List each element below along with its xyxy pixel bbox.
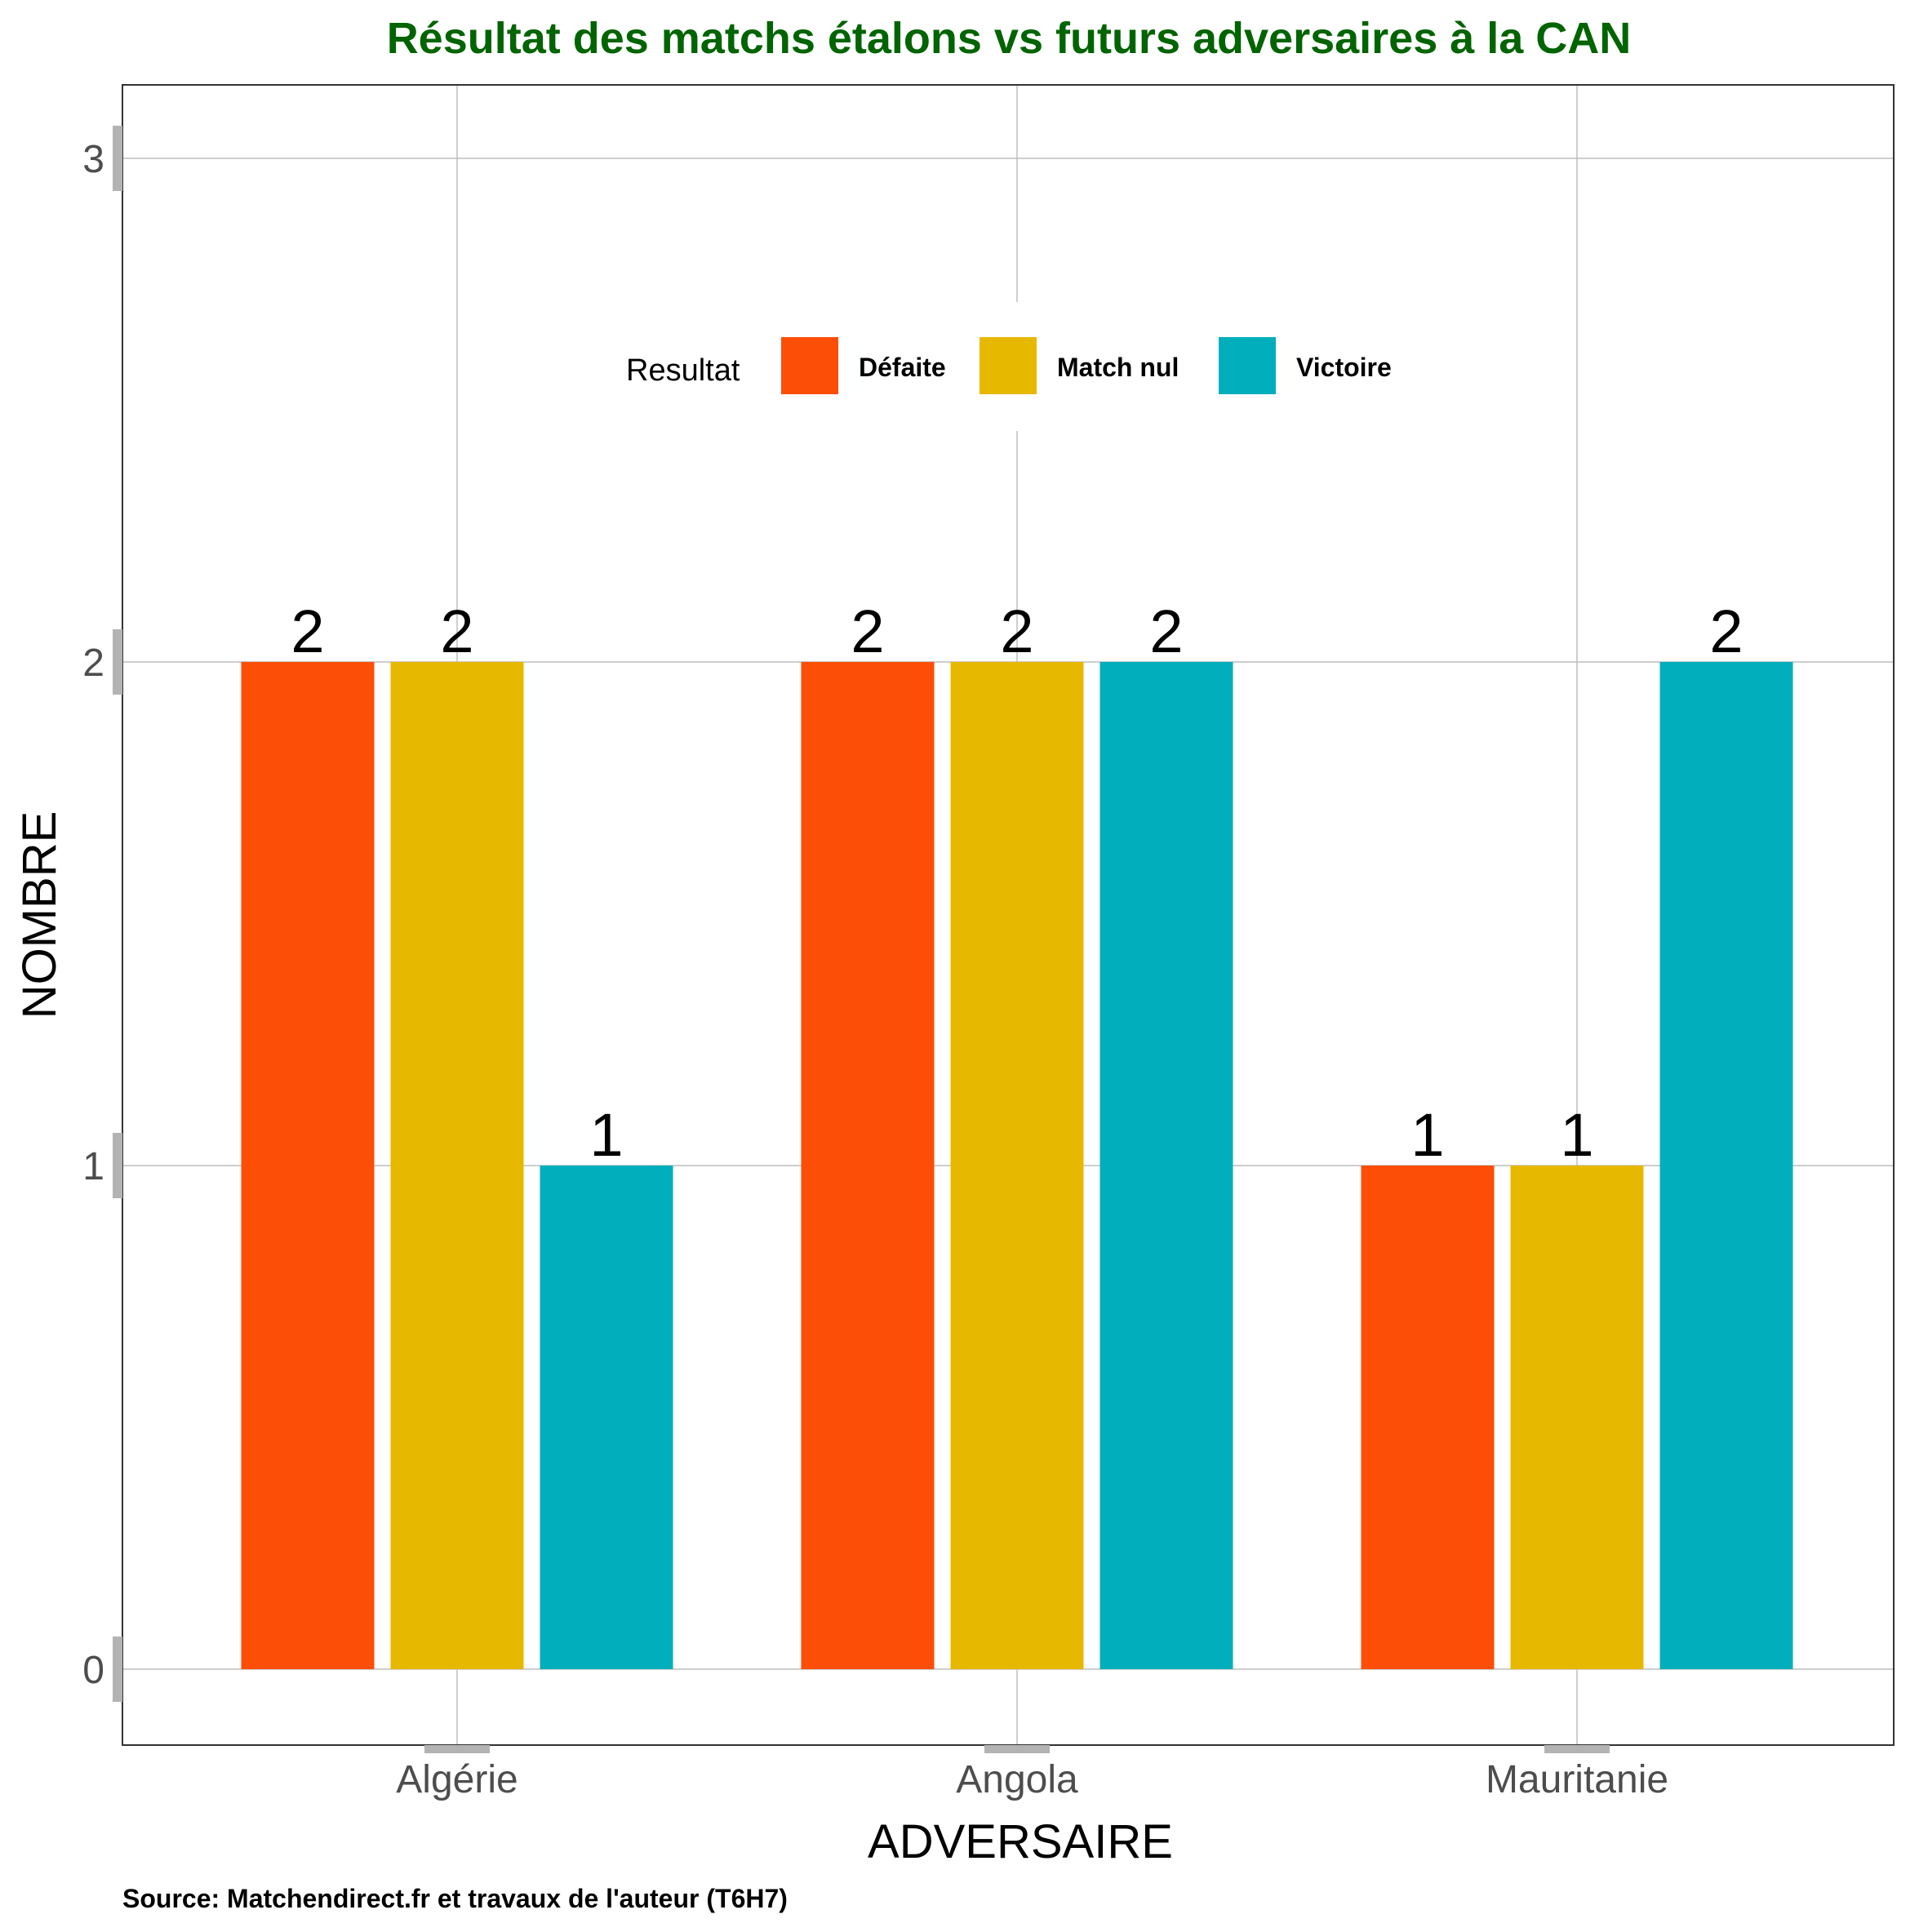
- bar: [801, 662, 935, 1669]
- legend-title: Resultat: [626, 353, 740, 388]
- legend: Resultat Défaite Match nul Victoire: [626, 337, 1392, 394]
- y-tick-mark: [113, 126, 122, 191]
- data-label: 2: [1149, 597, 1183, 665]
- x-tick-mark: [424, 1745, 490, 1753]
- y-tick-label: 1: [82, 1145, 104, 1188]
- legend-swatch: [781, 337, 838, 394]
- data-label: 2: [851, 597, 884, 665]
- bar: [1361, 1166, 1495, 1669]
- y-tick-mark: [113, 1637, 122, 1702]
- axes: 0 1 2 3 Algérie Angola Mauritanie: [82, 84, 1895, 1801]
- y-tick-label: 2: [82, 642, 104, 685]
- legend-label: Victoire: [1296, 353, 1392, 382]
- x-tick-mark: [984, 1745, 1050, 1753]
- legend-label: Défaite: [859, 353, 946, 382]
- x-tick-label: Angola: [956, 1758, 1078, 1801]
- legend-swatch: [980, 337, 1037, 394]
- y-tick-label: 0: [82, 1649, 104, 1692]
- data-label: 2: [440, 597, 473, 665]
- y-axis-title: NOMBRE: [13, 811, 66, 1019]
- data-labels: 2 2 1 2 2 2 1 1 2: [291, 597, 1743, 1169]
- y-tick-mark: [113, 629, 122, 695]
- x-tick-label: Algérie: [396, 1758, 518, 1801]
- data-label: 1: [589, 1101, 623, 1169]
- bar: [390, 662, 524, 1669]
- data-label: 2: [1709, 597, 1743, 665]
- bars: [241, 662, 1793, 1669]
- data-label: 1: [1410, 1101, 1444, 1169]
- bar: [1099, 662, 1233, 1669]
- x-axis-title: ADVERSAIRE: [868, 1815, 1173, 1868]
- data-label: 2: [1000, 597, 1033, 665]
- bar: [241, 662, 375, 1669]
- legend-swatch: [1219, 337, 1276, 394]
- bar: [1510, 1166, 1644, 1669]
- bar: [950, 662, 1084, 1669]
- bar: [540, 1166, 673, 1669]
- source-caption: Source: Matchendirect.fr et travaux de l…: [122, 1884, 788, 1913]
- data-label: 2: [291, 597, 324, 665]
- x-tick-mark: [1544, 1745, 1610, 1753]
- legend-label: Match nul: [1057, 353, 1179, 382]
- y-tick-label: 3: [82, 138, 104, 181]
- chart-title: Résultat des matchs étalons vs futurs ad…: [387, 14, 1632, 63]
- y-tick-mark: [113, 1133, 122, 1198]
- bar: [1659, 662, 1793, 1669]
- x-tick-label: Mauritanie: [1486, 1758, 1668, 1801]
- data-label: 1: [1560, 1101, 1593, 1169]
